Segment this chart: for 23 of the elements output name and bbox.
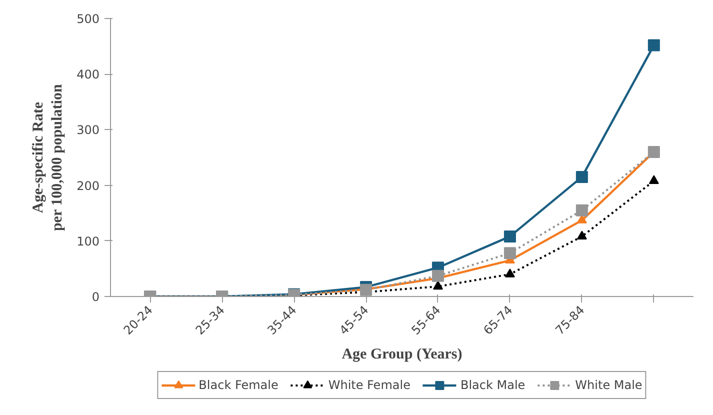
y-tick-label: 100 (76, 234, 100, 248)
legend-label: Black Female (198, 378, 278, 392)
legend-label: White Female (328, 378, 410, 392)
point (504, 268, 515, 278)
point (576, 170, 588, 183)
y-tick-label: 400 (76, 68, 100, 82)
point (360, 284, 372, 296)
point (576, 230, 587, 240)
y-tick-label: 300 (76, 123, 100, 138)
x-axis-title: Age Group (Years) (342, 346, 462, 363)
y-tick-label: 0 (92, 290, 100, 304)
y-tick-label: 500 (76, 12, 100, 26)
y-tick-label: 200 (76, 178, 100, 193)
point (432, 270, 444, 282)
point (432, 280, 443, 290)
point (576, 204, 588, 216)
point (504, 230, 516, 242)
legend-label: White Male (575, 378, 642, 392)
legend-label: Black Male (460, 378, 526, 392)
y-axis-title: Age-specific Rate per 100,000 population (30, 84, 66, 232)
point (648, 146, 660, 158)
point (648, 175, 659, 184)
point (648, 39, 660, 52)
